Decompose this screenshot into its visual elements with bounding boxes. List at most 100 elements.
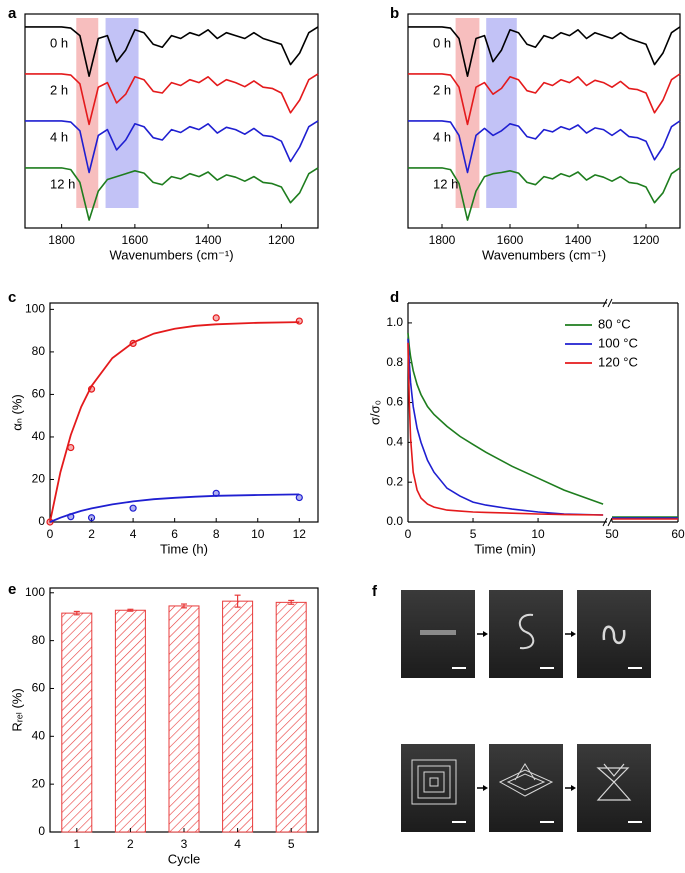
- axis-break: [607, 517, 613, 527]
- y-tick-label: 60: [32, 681, 46, 695]
- series-label: 0 h: [433, 35, 451, 50]
- x-tick-label: 2: [127, 837, 134, 851]
- fit-line: [49, 493, 300, 523]
- highlight-band: [105, 18, 139, 208]
- x-tick-label: 8: [213, 527, 220, 541]
- data-point: [87, 385, 96, 393]
- bar: [114, 609, 146, 833]
- x-tick-label: 4: [130, 527, 137, 541]
- panel-letter: f: [372, 583, 378, 600]
- spectrum: [25, 120, 319, 174]
- x-tick-label: 1200: [633, 233, 660, 247]
- data-point: [87, 514, 96, 522]
- x-tick-label: 1400: [195, 233, 222, 247]
- y-tick-label: 0: [38, 824, 45, 838]
- x-axis-label: Time (h): [160, 541, 208, 556]
- x-tick-label: 12: [293, 527, 307, 541]
- y-tick-label: 0.2: [386, 474, 403, 488]
- data-point: [129, 504, 137, 512]
- x-tick-label: 2: [88, 527, 95, 541]
- spectrum: [408, 120, 681, 174]
- y-axis-label: σ/σ₀: [367, 400, 382, 425]
- series-label: 0 h: [50, 35, 68, 50]
- spectrum: [408, 167, 681, 221]
- photo: [489, 744, 563, 832]
- series-label: 4 h: [433, 129, 451, 144]
- plot-frame: [24, 13, 319, 229]
- y-axis-label: Rᵣₑₗ (%): [9, 688, 24, 731]
- y-tick-label: 40: [32, 429, 46, 443]
- data-point: [295, 317, 303, 325]
- x-tick-label: 3: [181, 837, 188, 851]
- y-tick-label: 80: [32, 633, 46, 647]
- x-axis-label: Wavenumbers (cm⁻¹): [109, 247, 233, 262]
- x-tick-label: 1200: [268, 233, 295, 247]
- photo: [401, 744, 475, 832]
- spectrum: [408, 26, 681, 77]
- series-label: 12 h: [50, 176, 75, 191]
- x-tick-label: 5: [470, 527, 477, 541]
- y-tick-label: 0.6: [386, 395, 403, 409]
- arrows: [477, 631, 576, 791]
- x-tick-label: 1: [73, 837, 80, 851]
- x-tick-label: 1400: [565, 233, 592, 247]
- y-tick-label: 100: [25, 585, 45, 599]
- y-tick-label: 0.8: [386, 355, 403, 369]
- x-axis-label: Wavenumbers (cm⁻¹): [482, 247, 606, 262]
- series-label: 4 h: [50, 129, 68, 144]
- square: [411, 759, 457, 805]
- axis-break: [602, 298, 608, 308]
- x-tick-label: 1800: [48, 233, 75, 247]
- square: [423, 771, 445, 793]
- y-axis-label: αₙ (%): [9, 394, 24, 431]
- spectrum: [25, 26, 319, 77]
- line: [407, 338, 604, 516]
- plot-frame: [49, 302, 319, 523]
- fit-line: [49, 321, 300, 523]
- x-axis-label: Cycle: [168, 851, 201, 866]
- data-point: [212, 314, 220, 322]
- strip: [420, 630, 456, 635]
- series-label: 2 h: [433, 82, 451, 97]
- y-tick-label: 40: [32, 728, 46, 742]
- bar: [168, 605, 200, 833]
- spectrum: [25, 73, 319, 126]
- x-tick-label: 0: [47, 527, 54, 541]
- panel-letter: d: [390, 289, 399, 306]
- legend-label: 120 °C: [598, 354, 638, 369]
- x-axis-label: Time (min): [474, 541, 536, 556]
- photo: [489, 590, 563, 678]
- series-label: 2 h: [50, 82, 68, 97]
- x-tick-label: 4: [234, 837, 241, 851]
- x-tick-label: 50: [605, 527, 619, 541]
- x-tick-label: 1800: [429, 233, 456, 247]
- line: [407, 342, 604, 516]
- photos: [401, 590, 651, 832]
- panel-letter: e: [8, 581, 16, 598]
- line: [407, 332, 604, 505]
- data-point: [67, 443, 75, 452]
- spectrum: [25, 167, 319, 221]
- data-point: [295, 493, 303, 502]
- legend-label: 80 °C: [598, 316, 631, 331]
- bar: [275, 601, 307, 833]
- shape: [596, 763, 632, 801]
- y-tick-label: 0.0: [386, 514, 403, 528]
- s-shape: [518, 613, 535, 650]
- axis-break: [602, 517, 608, 527]
- y-tick-label: 0: [38, 514, 45, 528]
- highlight-band: [486, 18, 517, 208]
- y-tick-label: 80: [32, 344, 46, 358]
- x-tick-label: 10: [531, 527, 545, 541]
- square: [417, 765, 451, 799]
- bar: [222, 600, 254, 833]
- curl-shape: [602, 625, 626, 644]
- highlight-band: [455, 18, 480, 208]
- x-tick-label: 1600: [122, 233, 149, 247]
- x-tick-label: 1600: [497, 233, 524, 247]
- spectrum: [408, 73, 681, 126]
- data-point: [67, 513, 75, 521]
- series-label: 12 h: [433, 176, 458, 191]
- y-tick-label: 1.0: [386, 315, 403, 329]
